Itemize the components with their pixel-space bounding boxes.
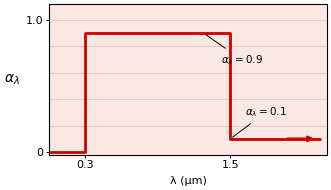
Text: $\alpha_\lambda = 0.9$: $\alpha_\lambda = 0.9$	[206, 35, 262, 66]
Y-axis label: $\alpha_\lambda$: $\alpha_\lambda$	[4, 72, 20, 87]
Text: $\alpha_\lambda = 0.1$: $\alpha_\lambda = 0.1$	[232, 106, 286, 137]
X-axis label: λ (μm): λ (μm)	[169, 176, 207, 186]
